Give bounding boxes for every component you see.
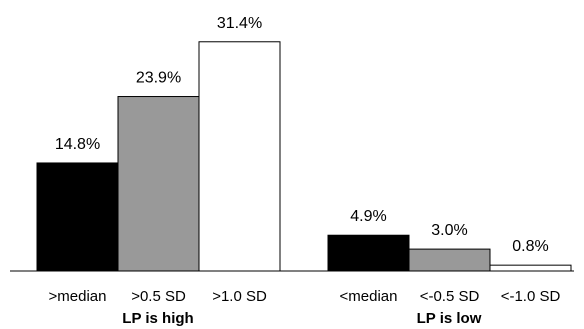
tick-label-low-neg10sd: <-1.0 SD [501, 288, 561, 305]
value-label-low-neg10sd: 0.8% [512, 238, 548, 255]
bar-low-neg05sd [408, 248, 491, 272]
tick-label-high-10sd: >1.0 SD [212, 288, 267, 305]
value-label-low-neg05sd: 3.0% [431, 222, 467, 239]
bar-high-median [36, 162, 119, 272]
group-label-high: LP is high [122, 310, 193, 327]
tick-label-low-median: <median [340, 288, 398, 305]
tick-label-high-median: >median [49, 288, 107, 305]
bar-high-05sd [117, 96, 200, 272]
bar-low-median [327, 234, 410, 272]
value-label-high-median: 14.8% [55, 136, 100, 153]
value-label-high-10sd: 31.4% [217, 15, 262, 32]
bar-high-10sd [198, 41, 281, 272]
value-label-low-median: 4.9% [350, 208, 386, 225]
value-label-high-05sd: 23.9% [136, 70, 181, 87]
tick-label-high-05sd: >0.5 SD [131, 288, 186, 305]
bar-low-neg10sd [489, 264, 572, 272]
tick-label-low-neg05sd: <-0.5 SD [420, 288, 480, 305]
group-label-low: LP is low [417, 310, 482, 327]
